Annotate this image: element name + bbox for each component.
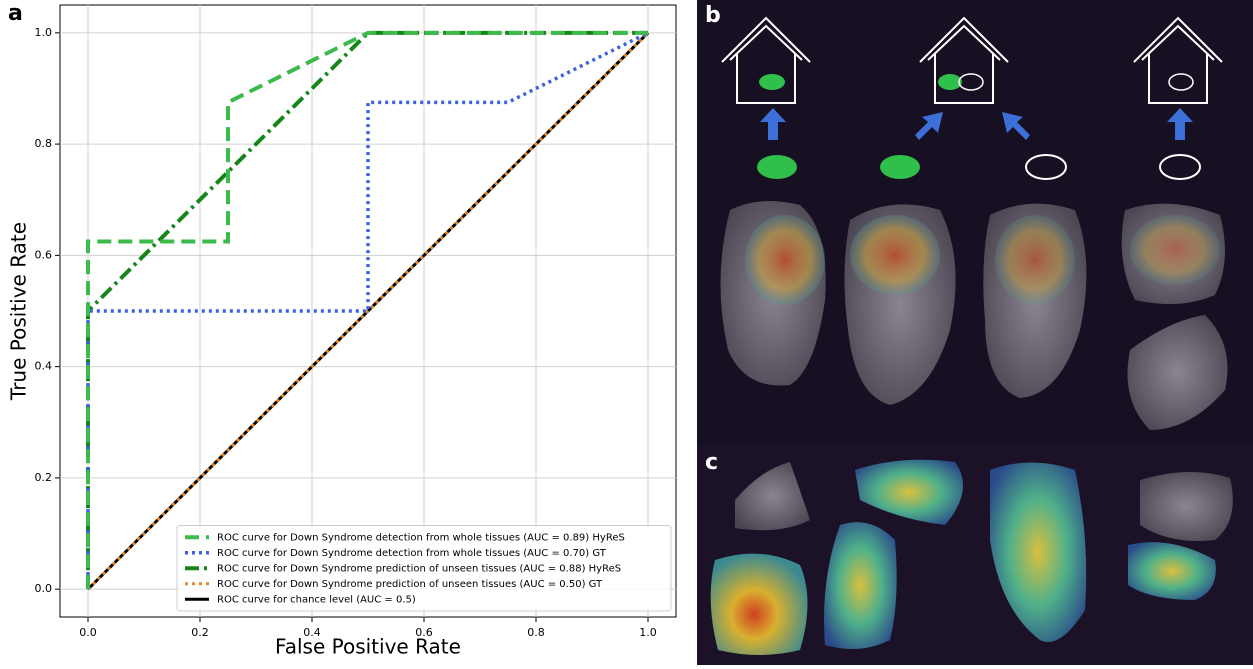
y-tick-label: 0.2 [35,471,53,484]
y-tick-label: 0.4 [35,360,53,373]
legend-label: ROC curve for chance level (AUC = 0.5) [217,594,416,605]
figure: a b c False Positive Rate True Positive … [0,0,1253,665]
y-tick-label: 1.0 [35,26,53,39]
x-tick-label: 1.0 [639,626,657,639]
y-tick-label: 0.0 [35,582,53,595]
y-axis-title: True Positive Rate [7,222,31,401]
legend-label: ROC curve for Down Syndrome detection fr… [217,548,607,559]
panel-label: c [705,450,718,475]
x-tick-label: 0.0 [79,626,97,639]
y-tick-label: 0.8 [35,137,53,150]
legend-label: ROC curve for Down Syndrome prediction o… [217,563,621,574]
x-tick-label: 0.6 [415,626,433,639]
legend-label: ROC curve for Down Syndrome prediction o… [217,579,603,590]
legend-label: ROC curve for Down Syndrome detection fr… [217,532,625,543]
x-tick-label: 0.4 [303,626,321,639]
panel-label: b [705,3,721,28]
x-tick-label: 0.2 [191,626,209,639]
y-tick-label: 0.6 [35,248,53,261]
panel-label: a [8,1,23,26]
x-tick-label: 0.8 [527,626,545,639]
